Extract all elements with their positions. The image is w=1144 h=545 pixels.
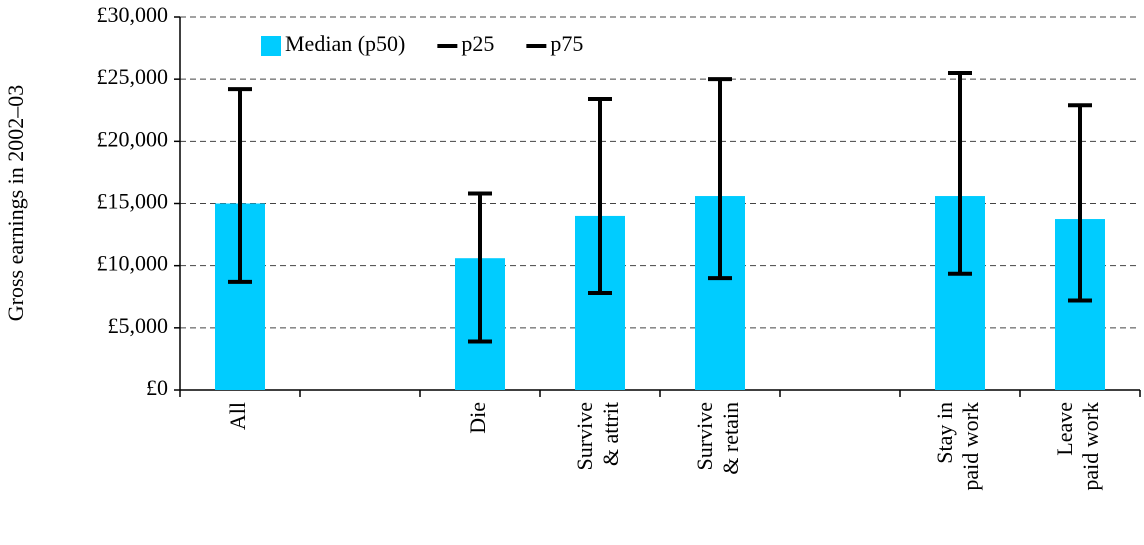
x-tick-label: All xyxy=(225,402,250,430)
legend-swatch xyxy=(261,36,281,56)
y-tick-label: £15,000 xyxy=(97,189,169,214)
y-axis-label: Gross earnings in 2002–03 xyxy=(3,85,28,321)
legend-label: p75 xyxy=(550,31,583,56)
x-tick-label: paid work xyxy=(958,402,983,491)
y-tick-label: £5,000 xyxy=(108,313,169,338)
legend-label: p25 xyxy=(461,31,494,56)
y-tick-label: £30,000 xyxy=(97,2,169,27)
y-tick-label: £10,000 xyxy=(97,251,169,276)
x-tick-label: & retain xyxy=(718,402,743,475)
x-tick-label: Survive xyxy=(572,402,597,470)
x-tick-label: Survive xyxy=(692,402,717,470)
x-tick-label: & attrit xyxy=(598,402,623,466)
y-tick-label: £0 xyxy=(146,375,168,400)
x-tick-label: Die xyxy=(465,402,490,434)
y-tick-label: £25,000 xyxy=(97,64,169,89)
y-tick-label: £20,000 xyxy=(97,126,169,151)
x-tick-label: Leave xyxy=(1052,402,1077,456)
x-tick-label: paid work xyxy=(1078,402,1103,491)
legend-label: Median (p50) xyxy=(285,31,405,56)
x-tick-label: Stay in xyxy=(932,402,957,464)
